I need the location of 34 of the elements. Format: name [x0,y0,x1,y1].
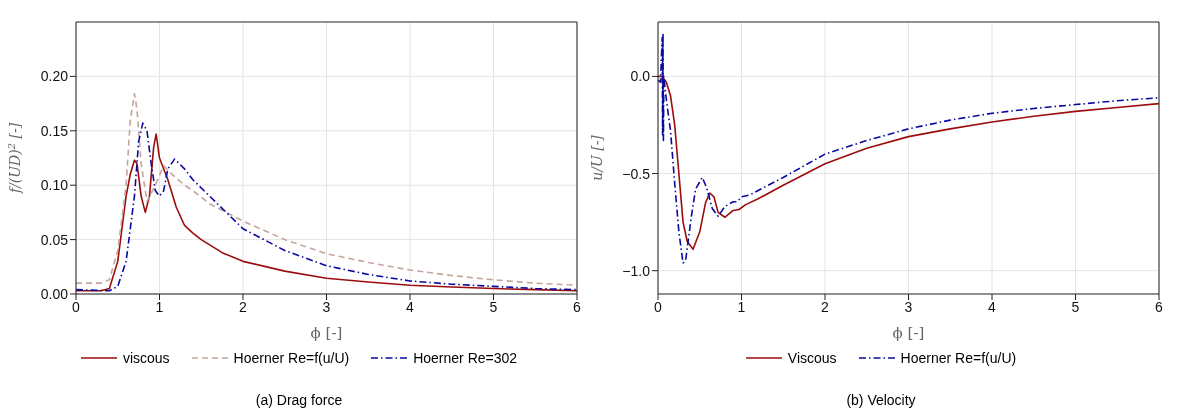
x-tick-label: 6 [1155,298,1164,315]
y-tick-label: −0.5 [622,165,651,182]
legend-label: Hoerner Re=f(u/U) [900,350,1017,366]
x-tick-label: 2 [239,298,248,315]
legend-label: Hoerner Re=302 [413,350,518,366]
x-tick-label: 4 [988,298,997,315]
text: (a) Drag force [254,392,344,408]
y-tick-label: 0.0 [630,68,651,85]
x-tick-label: 5 [1071,298,1080,315]
x-axis-title: ϕ [-] [310,324,343,342]
x-tick-label: 4 [406,298,415,315]
x-axis-title: ϕ [-] [892,324,925,342]
x-tick-label: 1 [155,298,164,315]
text: (b) Velocity [845,392,917,408]
legend-label: viscous [122,350,170,366]
x-tick-label: 1 [737,298,746,315]
y-tick-label: 0.05 [40,231,69,248]
x-tick-label: 3 [322,298,331,315]
y-tick-label: 0.00 [40,285,69,302]
y-tick-label: 0.10 [40,177,69,194]
x-tick-label: 2 [821,298,830,315]
x-tick-label: 3 [904,298,913,315]
x-tick-label: 0 [654,298,663,315]
y-tick-label: 0.20 [40,68,69,85]
x-tick-label: 6 [573,298,582,315]
y-axis-title: u/U [-] [589,134,605,181]
legend-label: Hoerner Re=f(u/U) [233,350,350,366]
line-series [658,32,1159,264]
legend-label: Viscous [787,350,837,366]
x-tick-label: 5 [489,298,498,315]
y-tick-label: 0.15 [40,122,69,139]
y-tick-label: −1.0 [622,262,651,279]
x-tick-label: 0 [72,298,81,315]
line-series [658,75,1159,251]
